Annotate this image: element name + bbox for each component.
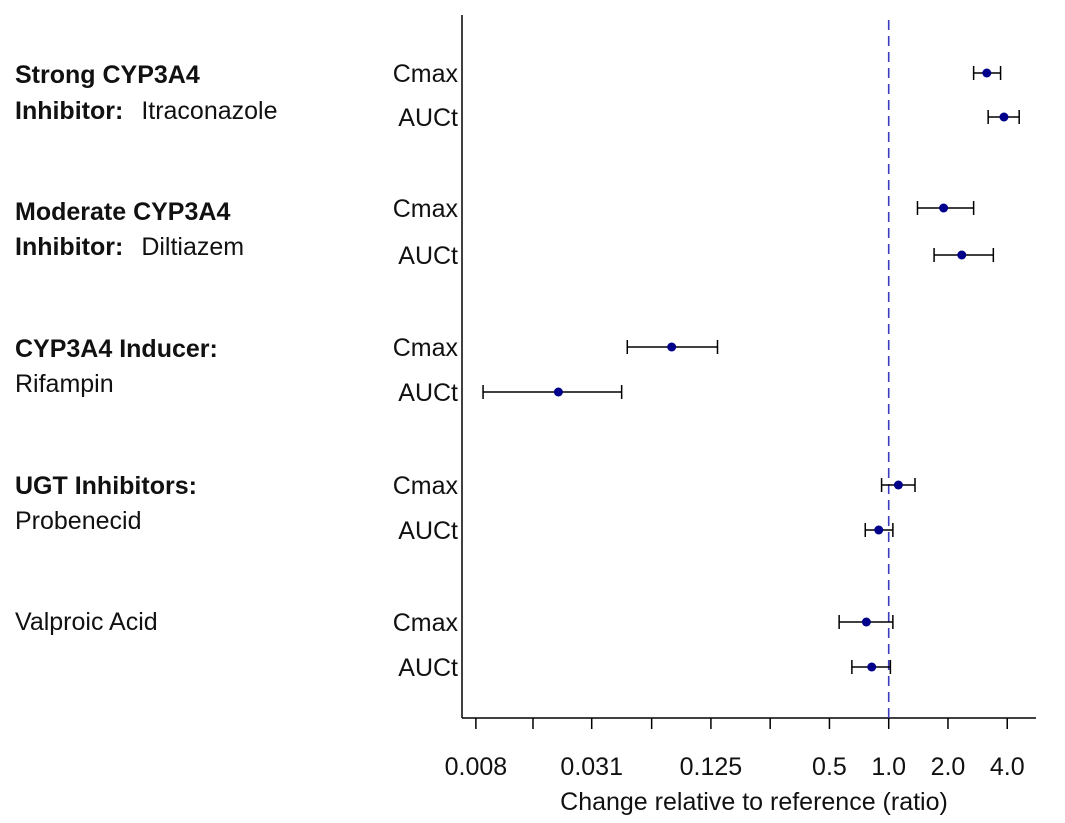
point-estimate [861, 617, 871, 627]
group-label-line: Moderate CYP3A4 [15, 198, 230, 226]
group-label-text: Itraconazole [141, 97, 277, 125]
group-label-text: Probenecid [15, 507, 141, 535]
group-label-line: UGT Inhibitors: [15, 472, 197, 500]
points [553, 68, 1009, 672]
group-label-line: Inhibitor: Itraconazole [15, 97, 278, 125]
group-labels: Strong CYP3A4 Inhibitor: Itraconazole Moder… [15, 61, 278, 636]
row-label-auct: AUCt [398, 517, 458, 545]
x-tick-label: 0.008 [445, 753, 508, 781]
group-label-text: Diltiazem [141, 233, 244, 261]
row-label-cmax: Cmax [393, 334, 459, 362]
x-tick-label: 0.031 [560, 753, 623, 781]
group-label-bold: Inhibitor: [15, 97, 123, 125]
group-label-line: Rifampin [15, 370, 114, 398]
group-label-bold: Inhibitor: [15, 233, 123, 261]
x-tick-label: 4.0 [990, 753, 1025, 781]
group-label-line: CYP3A4 Inducer: [15, 335, 218, 363]
x-tick-label: 1.0 [871, 753, 906, 781]
group-label-line: Valproic Acid [15, 608, 158, 636]
point-estimate [667, 342, 677, 352]
group-label-line: Inhibitor: Diltiazem [15, 233, 244, 261]
group-label-bold: CYP3A4 Inducer: [15, 335, 218, 363]
point-estimate [893, 480, 903, 490]
point-estimate [939, 203, 949, 213]
row-label-cmax: Cmax [393, 195, 459, 223]
row-label-auct: AUCt [398, 379, 458, 407]
x-tick-label: 0.125 [680, 753, 743, 781]
group-label-line: Strong CYP3A4 [15, 61, 200, 89]
row-labels: Cmax AUCt Cmax AUCt Cmax AUCt Cmax AUCt Cmax AUCt [393, 60, 459, 682]
group-label-bold: Strong CYP3A4 [15, 61, 200, 89]
row-label-auct: AUCt [398, 654, 458, 682]
point-estimate [999, 112, 1009, 122]
row-label-cmax: Cmax [393, 609, 459, 637]
point-estimate [957, 250, 967, 260]
group-label-bold: UGT Inhibitors: [15, 472, 197, 500]
row-label-auct: AUCt [398, 104, 458, 132]
group-label-bold: Moderate CYP3A4 [15, 198, 230, 226]
x-tick-label: 0.5 [812, 753, 847, 781]
point-estimate [874, 525, 884, 535]
group-label-line: Probenecid [15, 507, 141, 535]
x-axis-title: Change relative to reference (ratio) [560, 788, 948, 816]
row-label-cmax: Cmax [393, 472, 459, 500]
row-label-cmax: Cmax [393, 60, 459, 88]
group-label-text: Rifampin [15, 370, 114, 398]
point-estimate [867, 662, 877, 672]
row-label-auct: AUCt [398, 242, 458, 270]
x-tick-label: 2.0 [931, 753, 966, 781]
group-label-text: Valproic Acid [15, 608, 158, 636]
error-bars [482, 66, 1020, 674]
point-estimate [553, 387, 563, 397]
x-tick-labels: 0.008 0.031 0.125 0.5 1.0 2.0 4.0 [445, 753, 1025, 781]
point-estimate [982, 68, 992, 78]
x-ticks [475, 718, 1008, 729]
